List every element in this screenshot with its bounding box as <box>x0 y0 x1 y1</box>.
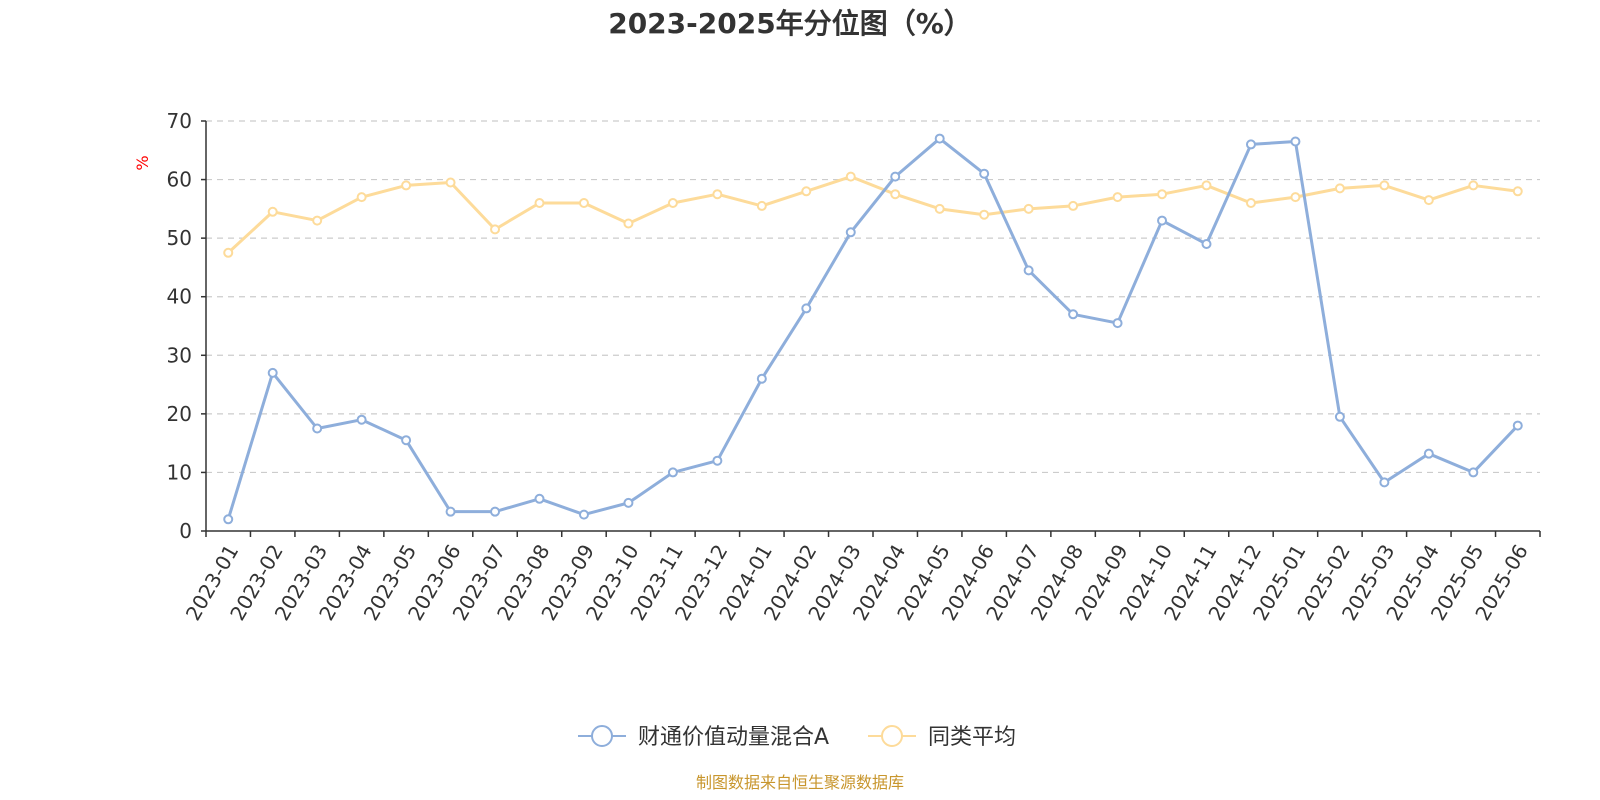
data-point[interactable] <box>934 203 945 214</box>
grid-layer <box>206 120 1540 474</box>
data-point[interactable] <box>712 189 723 200</box>
data-point[interactable] <box>356 414 367 425</box>
y-tick-label: 0 <box>179 519 192 543</box>
data-point[interactable] <box>1245 139 1256 150</box>
data-point[interactable] <box>1201 239 1212 249</box>
data-point[interactable] <box>845 171 856 182</box>
data-point[interactable] <box>1512 420 1523 431</box>
y-tick-label: 20 <box>167 402 192 426</box>
data-point[interactable] <box>445 177 456 188</box>
series-line <box>226 137 1520 521</box>
data-point[interactable] <box>623 218 634 229</box>
y-tick-label: 40 <box>167 285 192 309</box>
data-point[interactable] <box>756 200 767 211</box>
data-point[interactable] <box>979 168 990 179</box>
data-point[interactable] <box>756 373 767 384</box>
data-point[interactable] <box>312 215 323 226</box>
data-point[interactable] <box>934 133 945 144</box>
data-point[interactable] <box>712 455 723 466</box>
y-tick-label: 30 <box>167 343 192 367</box>
data-point[interactable] <box>1423 448 1434 459</box>
data-point[interactable] <box>1157 189 1168 200</box>
series-0 <box>223 133 1523 525</box>
data-point[interactable] <box>979 209 990 220</box>
data-point[interactable] <box>1068 309 1079 320</box>
data-point[interactable] <box>578 198 589 208</box>
data-point[interactable] <box>890 171 901 182</box>
data-point[interactable] <box>490 224 501 235</box>
data-point[interactable] <box>1468 467 1479 478</box>
legend-label: 同类平均 <box>928 725 1016 750</box>
series-1 <box>223 171 1523 258</box>
data-point[interactable] <box>401 180 412 191</box>
data-point[interactable] <box>667 198 678 208</box>
data-point[interactable] <box>578 509 589 520</box>
data-point[interactable] <box>445 506 456 517</box>
data-point[interactable] <box>490 506 501 517</box>
data-point[interactable] <box>534 198 545 208</box>
data-point[interactable] <box>1157 215 1168 226</box>
data-point[interactable] <box>401 435 412 446</box>
data-point[interactable] <box>223 247 234 258</box>
data-point[interactable] <box>1112 192 1123 203</box>
data-point[interactable] <box>1201 180 1212 191</box>
data-point[interactable] <box>1068 200 1079 211</box>
data-point[interactable] <box>1290 136 1301 147</box>
data-point[interactable] <box>1023 203 1034 214</box>
data-point[interactable] <box>534 493 545 504</box>
data-point[interactable] <box>356 192 367 203</box>
data-point[interactable] <box>1512 186 1523 197</box>
data-point[interactable] <box>667 467 678 478</box>
y-tick-label: 60 <box>167 168 192 192</box>
series-layer <box>223 133 1523 525</box>
series-line <box>226 175 1520 255</box>
y-tick-label: 70 <box>167 109 192 133</box>
legend-label: 财通价值动量混合A <box>638 725 829 750</box>
data-point[interactable] <box>267 206 278 217</box>
data-point[interactable] <box>1334 411 1345 422</box>
data-point[interactable] <box>1112 318 1123 329</box>
legend-item-1[interactable]: 同类平均 <box>868 725 1016 750</box>
axis-layer: 0102030405060702023-012023-022023-032023… <box>167 109 1541 625</box>
data-point[interactable] <box>801 303 812 314</box>
data-point[interactable] <box>1023 265 1034 276</box>
data-point[interactable] <box>1290 192 1301 203</box>
data-point[interactable] <box>1423 195 1434 206</box>
y-tick-label: 50 <box>167 226 192 250</box>
legend-item-0[interactable]: 财通价值动量混合A <box>578 725 829 750</box>
data-point[interactable] <box>1245 198 1256 208</box>
data-point[interactable] <box>845 227 856 238</box>
data-point[interactable] <box>890 189 901 200</box>
data-point[interactable] <box>1468 180 1479 191</box>
data-point[interactable] <box>312 423 323 434</box>
data-point[interactable] <box>267 367 278 378</box>
legend-marker-icon <box>881 725 903 747</box>
legend-marker-icon <box>591 725 613 747</box>
data-point[interactable] <box>623 497 634 508</box>
y-tick-label: 10 <box>167 460 192 484</box>
data-source-note: 制图数据来自恒生聚源数据库 <box>696 773 904 792</box>
data-point[interactable] <box>1334 183 1345 194</box>
data-point[interactable] <box>223 514 234 525</box>
data-point[interactable] <box>1379 477 1390 488</box>
legend[interactable]: 财通价值动量混合A 同类平均 <box>578 725 1016 750</box>
data-point[interactable] <box>1379 180 1390 191</box>
y-axis-unit: % <box>133 155 152 170</box>
chart-title: 2023-2025年分位图（%） <box>608 7 972 40</box>
data-point[interactable] <box>801 186 812 197</box>
